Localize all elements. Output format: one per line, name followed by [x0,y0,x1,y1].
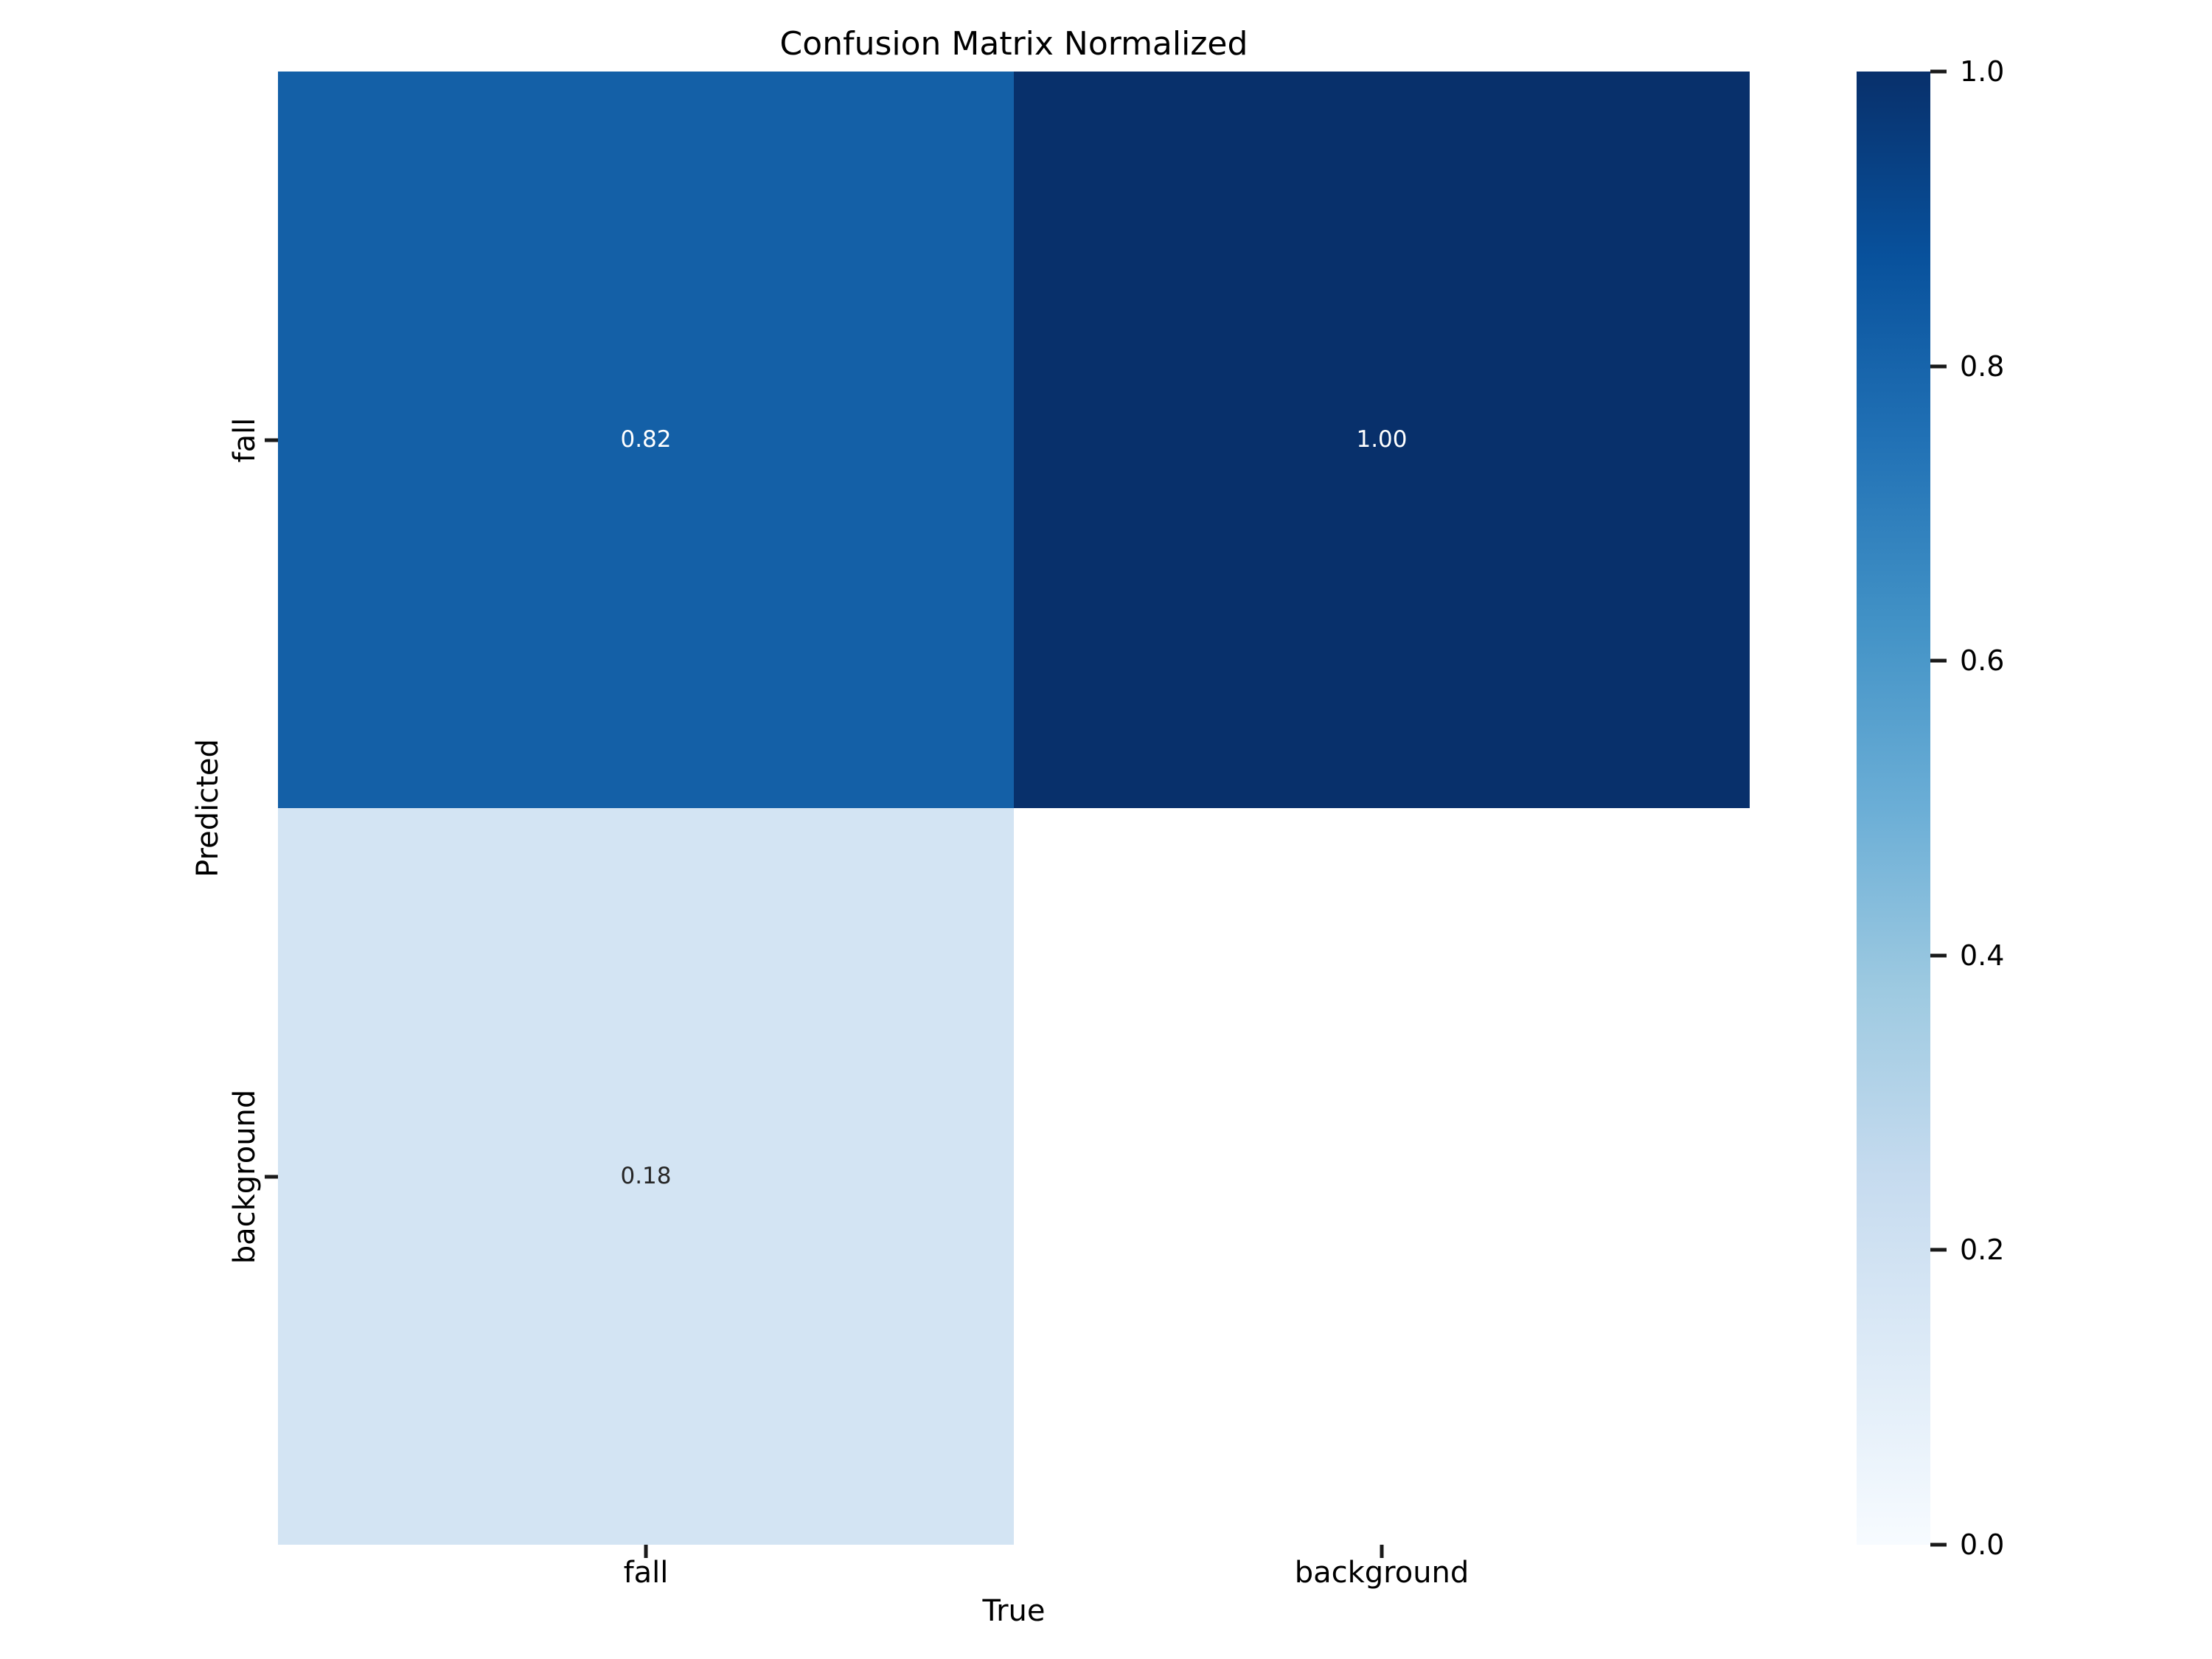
cell-value: 1.00 [1356,426,1408,453]
colorbar-tick-label: 0.8 [1960,349,2005,383]
x-tick-mark [1380,1545,1384,1558]
colorbar-tick-label: 0.2 [1960,1234,2005,1267]
x-axis-label: True [982,1594,1046,1628]
colorbar [1857,72,1930,1545]
cell-value: 0.82 [620,426,672,453]
colorbar-tick-label: 0.0 [1960,1528,2005,1561]
colorbar-tick-mark [1930,953,1947,958]
y-axis-label: Predicted [191,739,225,877]
heatmap-plot: 0.82 1.00 0.18 [278,72,1750,1545]
chart-title: Confusion Matrix Normalized [779,25,1248,63]
colorbar-tick-mark [1930,658,1947,663]
cell-value: 0.18 [620,1163,672,1189]
colorbar-tick-mark [1930,364,1947,369]
y-tick-label: background [228,1089,262,1264]
colorbar-tick-mark [1930,1543,1947,1547]
heatmap-cell [1014,808,1750,1545]
x-tick-label: background [1294,1556,1470,1590]
y-tick-mark [265,438,278,442]
heatmap-cell: 0.18 [278,808,1014,1545]
colorbar-tick-label: 0.6 [1960,644,2005,678]
x-tick-mark [644,1545,648,1558]
colorbar-tick-mark [1930,69,1947,74]
y-tick-mark [265,1175,278,1178]
colorbar-tick-mark [1930,1248,1947,1252]
x-tick-label: fall [623,1556,669,1590]
heatmap-cell: 0.82 [278,72,1014,808]
colorbar-tick-label: 1.0 [1960,55,2005,88]
colorbar-tick-label: 0.4 [1960,939,2005,972]
y-tick-label: fall [228,417,262,462]
heatmap-cell: 1.00 [1014,72,1750,808]
